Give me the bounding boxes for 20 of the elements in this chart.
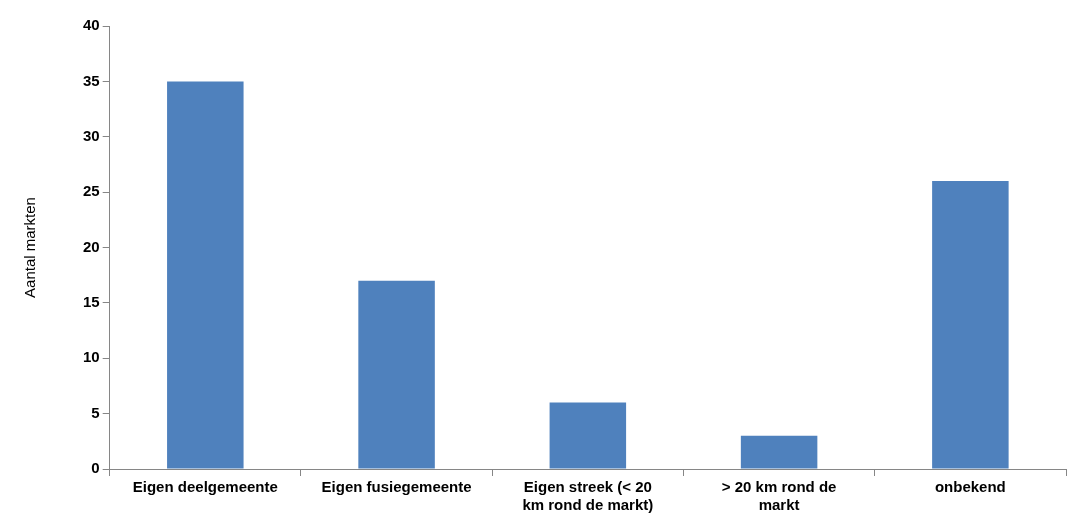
y-tick-label: 15	[83, 293, 100, 311]
bar	[549, 402, 627, 469]
y-tick-label: 10	[83, 348, 100, 366]
bar	[740, 435, 818, 469]
y-tick-label: 30	[83, 126, 100, 144]
y-axis-title: Aantal markten	[21, 197, 39, 298]
y-tick-label: 35	[83, 71, 100, 89]
x-tick-label: Eigen deelgemeente	[132, 478, 278, 496]
y-tick-label: 40	[83, 16, 100, 34]
bar	[167, 81, 244, 469]
y-tick-label: 20	[83, 237, 100, 255]
x-tick-label: > 20 km rond de markt	[721, 478, 837, 514]
y-tick-label: 5	[91, 403, 100, 421]
bar	[932, 181, 1009, 469]
x-tick-label: Eigen streek (< 20 km rond de markt)	[522, 478, 654, 514]
x-tick-label: onbekend	[934, 478, 1006, 496]
bar	[358, 280, 435, 469]
y-tick-label: 25	[83, 182, 100, 200]
x-tick-label: Eigen fusiegemeente	[321, 478, 472, 496]
y-tick-label: 0	[91, 459, 100, 477]
